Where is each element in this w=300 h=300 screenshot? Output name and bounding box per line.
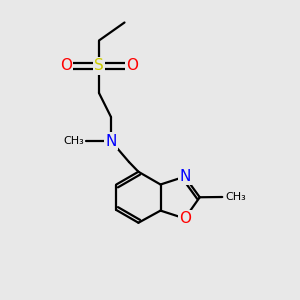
Text: N: N xyxy=(105,134,117,148)
Text: O: O xyxy=(179,211,191,226)
Text: N: N xyxy=(179,169,190,184)
Text: S: S xyxy=(94,58,104,74)
Text: O: O xyxy=(126,58,138,74)
Text: O: O xyxy=(60,58,72,74)
Text: CH₃: CH₃ xyxy=(63,136,84,146)
Text: CH₃: CH₃ xyxy=(225,192,246,202)
